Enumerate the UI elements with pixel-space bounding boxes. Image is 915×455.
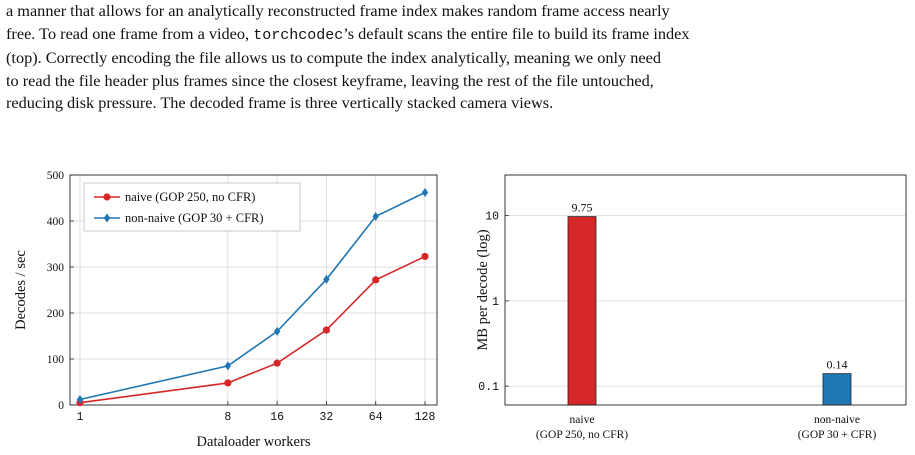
y-tick-label: 500 bbox=[47, 170, 65, 182]
legend-box bbox=[83, 182, 301, 232]
x-tick-label: 8 bbox=[224, 411, 231, 424]
caption-line-5: reducing disk pressure. The decoded fram… bbox=[6, 93, 554, 112]
data-point-non-naive bbox=[372, 211, 379, 221]
y-tick-label: 1 bbox=[492, 296, 499, 309]
bar-non-naive bbox=[822, 373, 852, 406]
data-point-non-naive bbox=[421, 187, 429, 197]
x-tick-label: 16 bbox=[270, 411, 284, 424]
y-tick-label: 400 bbox=[47, 216, 65, 228]
data-point-naive bbox=[322, 326, 331, 334]
caption-line-1: a manner that allows for an analytically… bbox=[6, 1, 670, 20]
caption-line-2-start: free. To read one frame from a video, bbox=[6, 23, 254, 43]
decodes-per-sec-line-chart: 0 100 200 300 400 500 1 8 16 32 64 128 Dataloader wo… bbox=[13, 170, 438, 450]
category-label-line2: (GOP 30 + CFR) bbox=[798, 429, 877, 441]
y-axis-label: MB per decode (log) bbox=[475, 229, 491, 350]
figure-caption: a manner that allows for an analytically… bbox=[6, 0, 909, 115]
x-tick-label: 128 bbox=[415, 411, 436, 424]
y-tick-label: 10 bbox=[485, 211, 499, 224]
caption-line-3: (top). Correctly encoding the file allow… bbox=[6, 48, 661, 67]
category-label-line1: non-naive bbox=[814, 414, 860, 426]
bar-value-label: 0.14 bbox=[827, 358, 848, 372]
data-point-non-naive bbox=[76, 394, 84, 404]
caption-line-2-end: ’s default scans the entire file to buil… bbox=[343, 23, 690, 43]
bar-value-label: 9.75 bbox=[572, 201, 593, 215]
legend-label: non-naive (GOP 30 + CFR) bbox=[125, 211, 264, 225]
mb-per-decode-bar-chart: 9.75 naive (GOP 250, no CFR) 0.14 non-naive (… bbox=[475, 174, 907, 441]
y-tick-label: 200 bbox=[47, 308, 65, 320]
y-tick-label: 300 bbox=[47, 262, 65, 274]
x-tick-label: 1 bbox=[77, 411, 84, 424]
y-tick-label: 0.1 bbox=[478, 381, 499, 394]
caption-line-4: to read the file header plus frames sinc… bbox=[6, 70, 654, 90]
data-point-naive bbox=[273, 359, 281, 367]
x-axis-label: Dataloader workers bbox=[197, 434, 311, 450]
data-point-naive bbox=[372, 276, 380, 284]
caption-line-2: free. To read one frame from a video, to… bbox=[6, 23, 909, 48]
data-point-non-naive bbox=[273, 326, 281, 336]
x-tick-label: 64 bbox=[369, 411, 383, 424]
legend-swatch-marker bbox=[103, 213, 111, 223]
legend: naive (GOP 250, no CFR) non-naive (GOP 30… bbox=[83, 182, 301, 232]
data-point-naive bbox=[421, 252, 429, 261]
category-label-line2: (GOP 250, no CFR) bbox=[536, 429, 628, 441]
y-tick-label: 0 bbox=[58, 400, 64, 412]
series-line-naive bbox=[79, 255, 426, 404]
plot-frame bbox=[69, 174, 438, 406]
plot-frame bbox=[504, 174, 907, 406]
legend-label: naive (GOP 250, no CFR) bbox=[125, 190, 255, 204]
x-tick-label: 32 bbox=[320, 411, 334, 424]
data-point-naive bbox=[224, 379, 232, 387]
caption-code-torchcodec: torchcodec bbox=[253, 26, 344, 44]
legend-swatch-marker bbox=[103, 193, 111, 201]
data-point-non-naive bbox=[323, 274, 330, 284]
data-point-non-naive bbox=[224, 361, 232, 371]
series-line-non-naive bbox=[79, 191, 426, 401]
category-label-line1: naive bbox=[570, 414, 595, 426]
y-axis-label: Decodes / sec bbox=[13, 250, 29, 330]
y-tick-label: 100 bbox=[47, 354, 65, 366]
bar-naive bbox=[567, 216, 597, 406]
